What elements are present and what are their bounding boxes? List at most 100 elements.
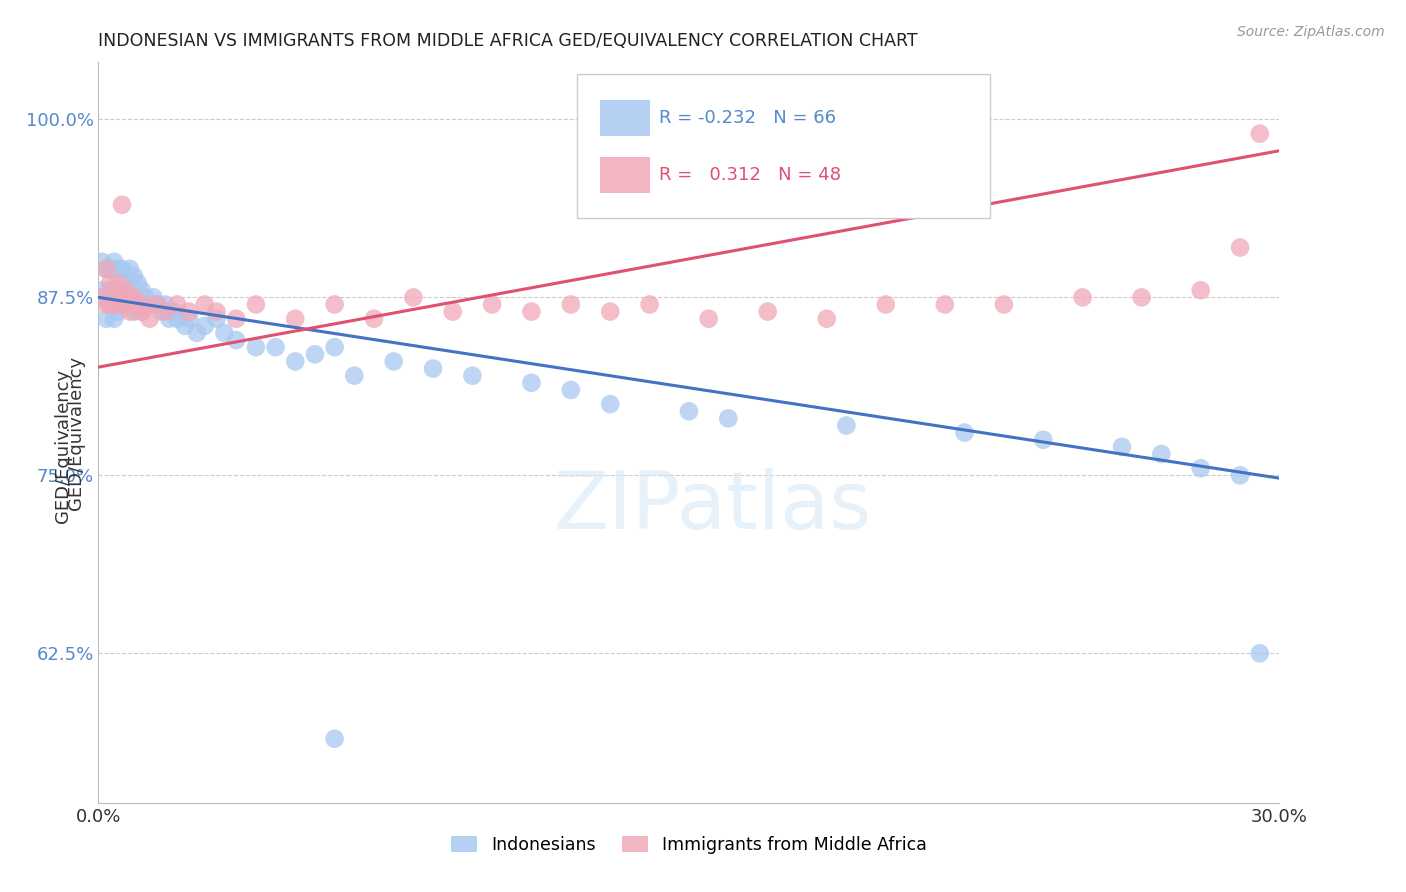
Point (98, 276, 121, 290)
Point (98, 297, 121, 311)
Point (245, 297, 267, 311)
Point (717, 411, 740, 425)
Point (107, 261, 129, 276)
Text: R =   0.312   N = 48: R = 0.312 N = 48 (659, 166, 841, 184)
Point (1150, 447, 1173, 461)
Point (875, 297, 897, 311)
Point (1130, 290, 1153, 304)
Point (96, 261, 118, 276)
Point (96, 311, 118, 326)
Point (155, 297, 177, 311)
Point (131, 283, 153, 297)
Point (520, 376, 543, 390)
Point (131, 304, 153, 318)
Point (150, 304, 173, 318)
Point (284, 354, 307, 368)
Point (264, 340, 287, 354)
Point (1032, 433, 1054, 447)
Point (245, 340, 267, 354)
Text: INDONESIAN VS IMMIGRANTS FROM MIDDLE AFRICA GED/EQUIVALENCY CORRELATION CHART: INDONESIAN VS IMMIGRANTS FROM MIDDLE AFR… (98, 32, 918, 50)
Point (127, 297, 149, 311)
Point (1111, 440, 1133, 454)
Point (138, 297, 160, 311)
Point (174, 318, 197, 333)
Text: R = -0.232   N = 66: R = -0.232 N = 66 (659, 109, 837, 127)
Point (118, 290, 141, 304)
Point (194, 318, 217, 333)
Point (118, 290, 141, 304)
Point (115, 297, 138, 311)
Point (1229, 241, 1251, 255)
Point (993, 297, 1015, 311)
Point (122, 290, 145, 304)
FancyBboxPatch shape (576, 73, 990, 218)
Point (194, 297, 217, 311)
Point (402, 290, 425, 304)
Point (343, 368, 366, 383)
Point (155, 304, 177, 318)
Point (1189, 461, 1212, 475)
Point (323, 297, 346, 311)
Point (96, 297, 118, 311)
Point (122, 304, 145, 318)
Point (107, 276, 129, 290)
Point (638, 297, 661, 311)
Point (520, 304, 543, 318)
Point (115, 283, 138, 297)
Point (177, 311, 200, 326)
Point (756, 304, 779, 318)
Point (111, 283, 134, 297)
Point (118, 304, 141, 318)
Point (142, 290, 165, 304)
Y-axis label: GED/Equivalency: GED/Equivalency (66, 356, 84, 509)
Point (815, 311, 838, 326)
Point (934, 297, 956, 311)
Point (323, 731, 346, 746)
Point (1249, 127, 1271, 141)
Point (157, 311, 180, 326)
Point (115, 276, 138, 290)
Point (441, 304, 464, 318)
Point (103, 297, 125, 311)
Point (166, 311, 188, 326)
Point (835, 418, 858, 433)
Point (127, 297, 149, 311)
Point (1189, 283, 1212, 297)
Point (225, 333, 247, 347)
Point (166, 297, 188, 311)
Point (111, 198, 134, 212)
Point (177, 304, 200, 318)
Point (91, 290, 114, 304)
Point (96, 290, 118, 304)
Point (111, 297, 134, 311)
Point (461, 368, 484, 383)
Point (98, 261, 121, 276)
Point (205, 304, 228, 318)
Point (186, 326, 208, 340)
Legend: Indonesians, Immigrants from Middle Africa: Indonesians, Immigrants from Middle Afri… (444, 829, 934, 861)
FancyBboxPatch shape (600, 100, 650, 136)
Point (1229, 468, 1251, 483)
Point (107, 290, 129, 304)
Point (146, 297, 169, 311)
Point (98, 297, 121, 311)
Point (599, 397, 621, 411)
Text: Source: ZipAtlas.com: Source: ZipAtlas.com (1237, 25, 1385, 39)
Point (560, 297, 582, 311)
Point (135, 297, 157, 311)
Point (91, 283, 114, 297)
Point (422, 361, 444, 376)
Point (127, 276, 149, 290)
Point (1249, 646, 1271, 660)
Point (953, 425, 976, 440)
Point (205, 311, 228, 326)
Point (98, 283, 121, 297)
Point (131, 304, 153, 318)
Point (107, 297, 129, 311)
Point (103, 311, 125, 326)
Point (103, 254, 125, 268)
Point (91, 254, 114, 268)
Point (1071, 290, 1094, 304)
Point (363, 311, 385, 326)
Point (225, 311, 247, 326)
